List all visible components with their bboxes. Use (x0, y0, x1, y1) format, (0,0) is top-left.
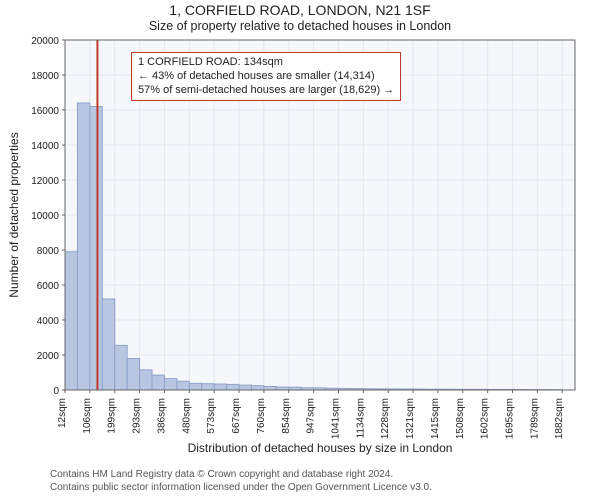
y-tick-label: 14000 (31, 141, 59, 152)
histogram-bar (90, 107, 102, 391)
x-tick-label: 573sqm (206, 398, 217, 434)
attribution-line-2: Contains public sector information licen… (50, 481, 432, 494)
annotation-line-2: ← 43% of detached houses are smaller (14… (138, 70, 394, 84)
x-tick-label: 667sqm (231, 398, 242, 434)
histogram-bar (251, 386, 263, 390)
x-tick-label: 1041sqm (330, 398, 341, 439)
x-tick-label: 1789sqm (529, 398, 540, 439)
histogram-bar (127, 359, 139, 391)
y-tick-label: 2000 (37, 351, 60, 362)
x-tick-label: 106sqm (82, 398, 93, 434)
histogram-bar (77, 103, 89, 390)
x-tick-label: 1134sqm (355, 398, 366, 438)
histogram-bar (102, 299, 114, 390)
x-tick-label: 1602sqm (480, 398, 491, 439)
x-tick-label: 199sqm (107, 398, 118, 434)
y-tick-label: 12000 (31, 176, 59, 187)
y-tick-label: 16000 (31, 106, 59, 117)
histogram-bar (227, 384, 239, 390)
histogram-bar (202, 384, 214, 390)
x-tick-label: 854sqm (281, 398, 292, 434)
histogram-bar (140, 370, 152, 390)
x-tick-label: 12sqm (57, 398, 68, 428)
histogram-bar (177, 381, 189, 390)
y-tick-label: 20000 (31, 36, 59, 47)
x-tick-label: 1228sqm (380, 398, 391, 439)
x-tick-label: 293sqm (132, 398, 143, 434)
x-tick-label: 1321sqm (405, 398, 416, 439)
x-tick-label: 1695sqm (505, 398, 516, 439)
y-tick-label: 10000 (31, 211, 59, 222)
y-tick-label: 8000 (37, 246, 60, 257)
x-tick-label: 947sqm (306, 398, 317, 434)
histogram-bar (214, 384, 226, 390)
annotation-line-3: 57% of semi-detached houses are larger (… (138, 84, 394, 98)
y-tick-label: 6000 (37, 281, 60, 292)
x-axis-label: Distribution of detached houses by size … (188, 441, 453, 455)
x-tick-label: 386sqm (156, 398, 167, 434)
x-tick-label: 480sqm (181, 398, 192, 434)
x-tick-label: 760sqm (256, 398, 267, 434)
x-tick-label: 1508sqm (455, 398, 466, 439)
histogram-bar (65, 252, 77, 390)
histogram-bar (115, 345, 127, 390)
histogram-bar (164, 379, 176, 390)
x-tick-label: 1415sqm (430, 398, 441, 439)
x-tick-label: 1882sqm (554, 398, 565, 439)
annotation-box: 1 CORFIELD ROAD: 134sqm ← 43% of detache… (131, 52, 401, 101)
y-tick-label: 4000 (37, 316, 60, 327)
histogram-bar (189, 383, 201, 390)
y-tick-label: 0 (53, 386, 59, 397)
histogram-bar (264, 387, 276, 391)
attribution-line-1: Contains HM Land Registry data © Crown c… (50, 468, 432, 481)
histogram-bar (152, 375, 164, 390)
y-tick-label: 18000 (31, 71, 59, 82)
y-axis-label: Number of detached properties (7, 132, 21, 297)
histogram-bar (239, 385, 251, 390)
annotation-line-1: 1 CORFIELD ROAD: 134sqm (138, 56, 394, 70)
